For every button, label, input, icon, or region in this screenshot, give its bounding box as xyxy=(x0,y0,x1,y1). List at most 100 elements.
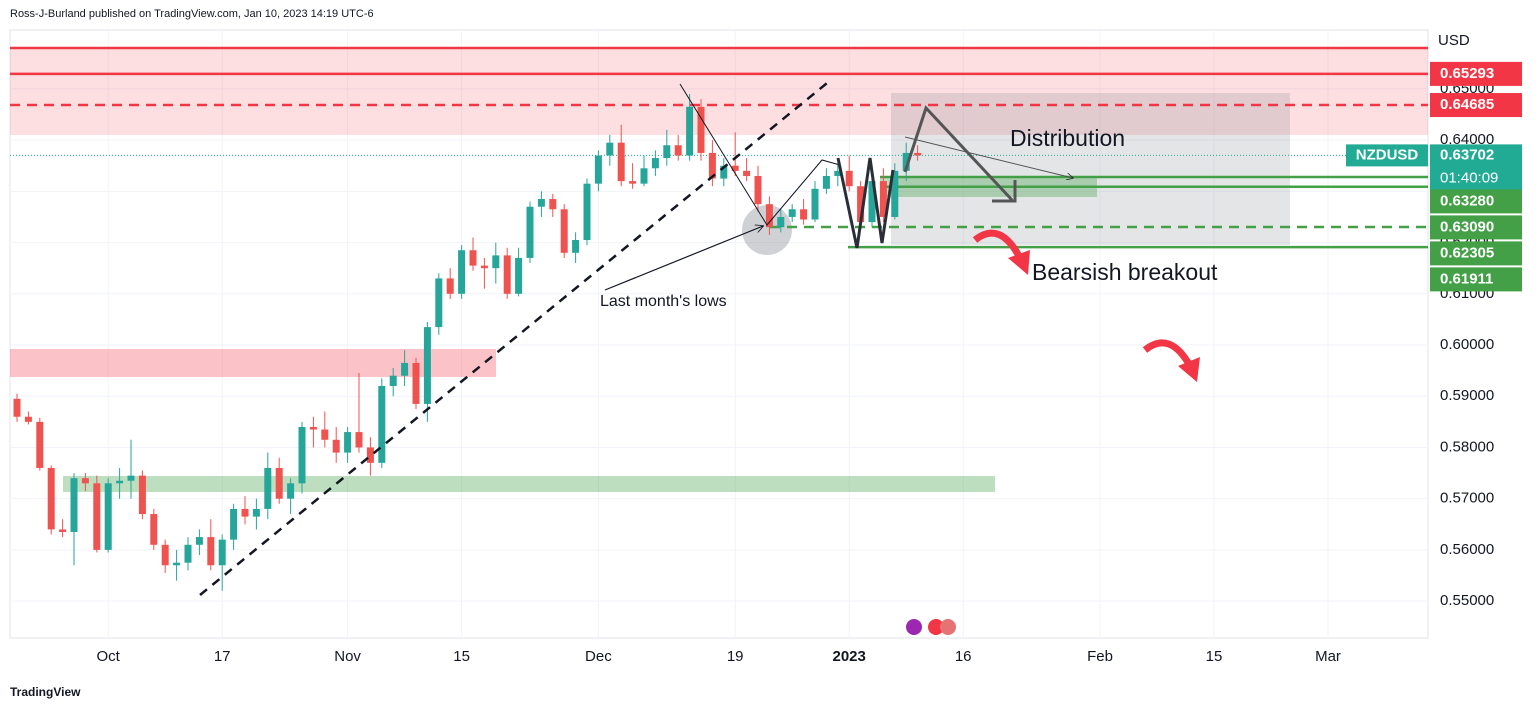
candle-body xyxy=(515,257,523,294)
bear-arrow xyxy=(972,229,1024,260)
price-line-tag xyxy=(1430,267,1522,292)
candle-body xyxy=(127,475,135,481)
x-tick-label: Dec xyxy=(585,648,612,665)
candle-body xyxy=(161,544,169,566)
y-tick-label: 0.56000 xyxy=(1440,541,1494,558)
projection-path xyxy=(903,105,1014,202)
candle-body xyxy=(173,562,181,566)
bear-arrowhead xyxy=(1178,357,1200,382)
candle-body xyxy=(560,209,568,253)
y-tick-label: 0.59000 xyxy=(1440,387,1494,404)
event-icon[interactable] xyxy=(928,619,944,635)
projection-arrowhead xyxy=(992,180,1017,203)
bear-arrow xyxy=(1142,339,1194,368)
candle-body xyxy=(241,508,249,517)
candle-body xyxy=(59,529,67,532)
x-tick-label: 2023 xyxy=(833,648,866,665)
candle-body xyxy=(526,206,534,258)
candle-body xyxy=(765,204,773,228)
x-tick-label: Nov xyxy=(334,648,361,665)
candle-body xyxy=(811,188,819,220)
candle-body xyxy=(184,544,192,563)
candle-body xyxy=(606,142,614,156)
candle-body xyxy=(47,467,55,530)
price-lines xyxy=(10,72,1428,249)
price-axis: 0.55000 0.56000 0.57000 0.58000 0.59000 0.600… xyxy=(1346,61,1522,609)
candle-body xyxy=(104,483,112,550)
candle-body xyxy=(321,429,329,440)
price-line-tag xyxy=(1430,189,1522,214)
candle-body xyxy=(81,478,89,484)
price-line-tag xyxy=(1430,61,1522,86)
candle-body xyxy=(469,250,477,266)
candle-body xyxy=(423,327,431,404)
candle-body xyxy=(36,421,44,468)
candle-body xyxy=(275,467,283,499)
y-tick-label: 0.57000 xyxy=(1440,490,1494,507)
trend-line xyxy=(199,78,833,596)
candle-body xyxy=(298,426,306,484)
candle-body xyxy=(366,447,374,463)
candle-body xyxy=(617,142,625,182)
symbol-label: NZDUSD xyxy=(1356,146,1419,163)
bear-arrowhead xyxy=(1008,250,1030,275)
price-line-tag xyxy=(1430,241,1522,266)
symbol-tag xyxy=(1346,144,1428,167)
event-icon[interactable] xyxy=(940,619,956,635)
x-tick-label: 15 xyxy=(453,648,470,665)
x-tick-label: 15 xyxy=(1206,648,1223,665)
candle-body xyxy=(252,508,260,517)
candle-body xyxy=(503,255,511,294)
candle-body xyxy=(788,209,796,217)
candle-body xyxy=(754,175,762,205)
candle-body xyxy=(651,158,659,169)
candle-body xyxy=(822,175,830,189)
candle-body xyxy=(902,152,910,171)
plot-frame xyxy=(9,29,1429,639)
candle-body xyxy=(914,152,922,156)
swing-lines xyxy=(679,83,841,226)
candle-body xyxy=(697,106,705,153)
zigzag xyxy=(836,157,895,249)
candle-body xyxy=(207,537,215,566)
candle-body xyxy=(537,199,545,207)
candle-body xyxy=(412,362,420,404)
last-price-label: 0.63702 xyxy=(1440,146,1494,163)
candle-body xyxy=(230,508,238,540)
candle-body xyxy=(743,170,751,176)
price-line-label: 0.64685 xyxy=(1440,96,1494,113)
projection-line xyxy=(904,136,1073,178)
candle-body xyxy=(218,539,226,566)
price-line-label: 0.62305 xyxy=(1440,244,1494,261)
x-tick-label: 17 xyxy=(214,648,231,665)
candle-body xyxy=(868,181,876,223)
header: Ross-J-Burland published on TradingView.… xyxy=(10,8,374,20)
currency: USD xyxy=(1438,32,1470,49)
candle-body xyxy=(674,145,682,156)
candle-body xyxy=(378,385,386,463)
candle-body xyxy=(355,432,363,448)
candle-body xyxy=(70,478,78,532)
annotation: Distribution xyxy=(1010,125,1125,151)
price-line-tag xyxy=(1430,215,1522,240)
candle-body xyxy=(309,426,317,430)
x-tick-label: 16 xyxy=(955,648,972,665)
candle-body xyxy=(640,168,648,184)
candle-body xyxy=(138,475,146,515)
candle-body xyxy=(686,106,694,156)
price-line-tag xyxy=(1430,93,1522,118)
x-tick-label: Feb xyxy=(1087,648,1113,665)
candle-body xyxy=(857,186,865,223)
candle-body xyxy=(332,439,340,453)
x-tick-label: 19 xyxy=(727,648,744,665)
y-tick-label: 0.55000 xyxy=(1440,592,1494,609)
support-zone xyxy=(63,476,995,492)
candle-body xyxy=(389,375,397,386)
last-price-box xyxy=(1430,144,1522,191)
candle-body xyxy=(834,170,842,176)
annotation: Bearsish breakout xyxy=(1032,259,1218,285)
candle-body xyxy=(401,362,409,376)
candle-body xyxy=(708,152,716,179)
event-icon[interactable] xyxy=(906,619,922,635)
